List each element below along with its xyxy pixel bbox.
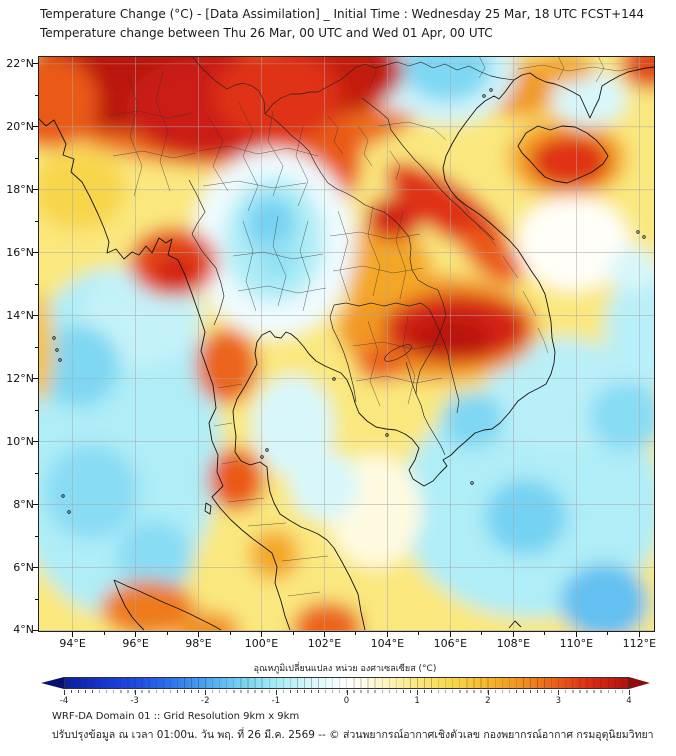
x-axis-label: 104°E xyxy=(370,637,405,650)
y-axis-minor-tick xyxy=(35,346,38,348)
y-axis-label: 16°N xyxy=(6,245,34,259)
x-axis-label: 96°E xyxy=(122,637,149,650)
y-axis-minor-tick xyxy=(35,409,38,411)
colorbar-right-arrow xyxy=(629,677,650,689)
y-axis-minor-tick xyxy=(35,94,38,96)
x-axis-tick xyxy=(324,632,325,637)
y-axis-tick xyxy=(33,252,38,254)
colorbar-tick xyxy=(205,690,207,695)
x-axis-tick xyxy=(386,632,388,637)
x-axis-tick xyxy=(135,632,137,637)
x-axis-label: 106°E xyxy=(433,637,468,650)
colorbar-tick-label: -4 xyxy=(59,696,69,706)
colorbar-tick xyxy=(134,690,136,695)
colorbar-left-arrow xyxy=(41,677,64,689)
footer-update-info: ปรับปรุงข้อมูล ณ เวลา 01:00น. วัน พฤ. ที… xyxy=(52,729,654,741)
plot-title: Temperature Change (°C) - [Data Assimila… xyxy=(40,7,645,21)
colorbar-tick xyxy=(417,690,419,695)
y-axis-minor-tick xyxy=(35,220,38,222)
x-axis-label: 94°E xyxy=(59,637,86,650)
x-axis-minor-tick xyxy=(229,632,231,635)
y-axis-label: 8°N xyxy=(13,497,34,511)
y-axis-label: 14°N xyxy=(6,308,34,322)
colorbar-tick xyxy=(275,690,277,695)
x-axis-minor-tick xyxy=(355,632,357,635)
x-axis-tick xyxy=(449,632,451,637)
y-axis-tick xyxy=(33,378,38,380)
y-axis-tick xyxy=(33,504,38,505)
x-axis-minor-tick xyxy=(607,632,609,635)
x-axis-tick xyxy=(72,632,74,637)
colorbar-tick xyxy=(64,690,65,695)
colorbar-tick-label: -3 xyxy=(130,696,139,706)
x-axis-label: 100°E xyxy=(244,637,279,650)
y-axis-tick xyxy=(33,629,38,631)
y-axis-tick xyxy=(33,63,38,65)
x-axis-tick xyxy=(638,632,640,637)
coastlines xyxy=(38,66,655,631)
x-axis-label: 108°E xyxy=(496,637,531,650)
plot-frame xyxy=(38,56,655,632)
y-axis-label: 22°N xyxy=(6,56,34,70)
y-axis-tick xyxy=(33,441,38,443)
y-axis-label: 4°N xyxy=(13,623,34,637)
y-axis-tick xyxy=(33,189,38,191)
y-axis-label: 6°N xyxy=(13,560,34,574)
y-axis-label: 18°N xyxy=(6,182,34,196)
colorbar-title: อุณหภูมิเปลี่ยนแปลง หน่วย องศาเซลเซียส (… xyxy=(253,664,437,674)
x-axis-label: 112°E xyxy=(622,637,657,650)
temperature-field xyxy=(38,56,655,632)
colorbar-tick xyxy=(346,690,348,695)
x-axis-minor-tick xyxy=(292,632,294,635)
y-axis-label: 10°N xyxy=(6,434,34,448)
y-axis-label: 12°N xyxy=(6,371,34,385)
colorbar-tick-label: -1 xyxy=(271,696,281,706)
colorbar-tick-label: 1 xyxy=(414,696,420,706)
x-axis-minor-tick xyxy=(166,632,168,635)
footer-model-info: WRF-DA Domain 01 :: Grid Resolution 9km … xyxy=(52,711,300,722)
colorbar-segments xyxy=(64,677,629,689)
x-axis-label: 102°E xyxy=(307,637,342,650)
y-axis-tick xyxy=(33,315,38,317)
colorbar-tick xyxy=(629,690,630,695)
colorbar-tick xyxy=(558,690,560,695)
x-axis-tick xyxy=(512,632,514,637)
x-axis-minor-tick xyxy=(418,632,420,635)
colorbar-tick-label: 3 xyxy=(555,696,562,706)
colorbar-bar xyxy=(64,677,629,689)
map-plot xyxy=(38,56,655,632)
colorbar-tick-label: 0 xyxy=(343,696,350,706)
plot-subtitle: Temperature change between Thu 26 Mar, 0… xyxy=(40,26,493,40)
x-axis-tick xyxy=(198,632,199,637)
y-axis-minor-tick xyxy=(35,157,38,159)
x-axis-tick xyxy=(261,632,262,637)
x-axis-minor-tick xyxy=(481,632,483,635)
y-axis-minor-tick xyxy=(35,472,38,474)
colorbar-tick-label: 2 xyxy=(485,696,491,706)
x-axis-label: 98°E xyxy=(185,637,212,650)
x-axis-minor-tick xyxy=(544,632,546,635)
x-axis-tick xyxy=(575,632,577,637)
y-axis-minor-tick xyxy=(35,535,38,537)
province-borders xyxy=(107,56,639,597)
colorbar-tick-label: 4 xyxy=(626,696,632,706)
y-axis-tick xyxy=(33,126,38,128)
colorbar-tick-label: -2 xyxy=(201,696,210,706)
y-axis-tick xyxy=(33,567,38,568)
colorbar-tick xyxy=(487,690,489,695)
x-axis-minor-tick xyxy=(103,632,105,635)
x-axis-label: 110°E xyxy=(559,637,594,650)
y-axis-minor-tick xyxy=(35,598,38,600)
y-axis-label: 20°N xyxy=(6,119,34,133)
y-axis-minor-tick xyxy=(35,283,38,285)
